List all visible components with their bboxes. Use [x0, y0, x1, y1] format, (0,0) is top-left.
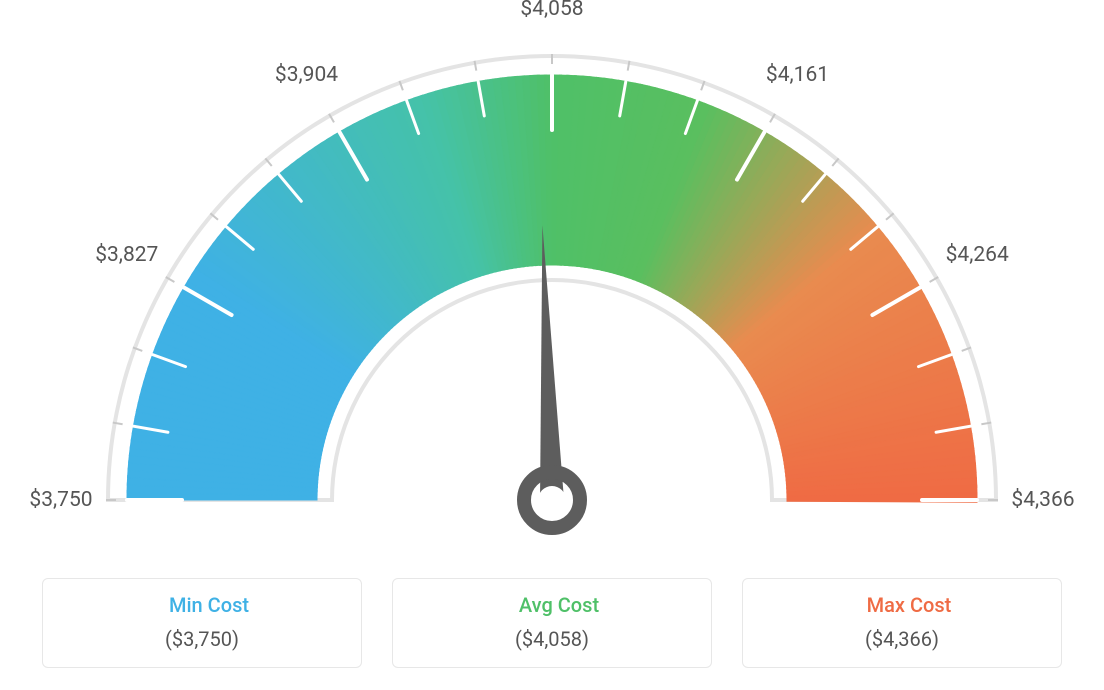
legend-row: Min Cost ($3,750) Avg Cost ($4,058) Max … [0, 578, 1104, 668]
legend-card-min: Min Cost ($3,750) [42, 578, 362, 668]
legend-title-text: Min Cost [169, 593, 249, 617]
gauge-chart: $3,750 $3,827 $3,904 $4,058 $4,161 $4,264 $4,3… [0, 0, 1104, 560]
dot-icon [853, 601, 861, 609]
gauge-tick-label: $3,827 [95, 243, 158, 267]
dot-icon [505, 601, 513, 609]
gauge-tick-label: $3,750 [29, 488, 92, 512]
gauge-tick-label: $4,264 [946, 243, 1009, 267]
legend-value-min: ($3,750) [53, 627, 351, 651]
legend-value-max: ($4,366) [753, 627, 1051, 651]
legend-title-avg: Avg Cost [403, 593, 701, 617]
legend-card-max: Max Cost ($4,366) [742, 578, 1062, 668]
legend-value-avg: ($4,058) [403, 627, 701, 651]
legend-title-min: Min Cost [53, 593, 351, 617]
gauge-tick-label: $3,904 [275, 63, 338, 87]
legend-card-avg: Avg Cost ($4,058) [392, 578, 712, 668]
gauge-tick-label: $4,366 [1011, 488, 1074, 512]
gauge-svg [0, 0, 1104, 560]
gauge-tick-label: $4,161 [766, 63, 829, 87]
gauge-tick-label: $4,058 [520, 0, 583, 21]
dot-icon [155, 601, 163, 609]
legend-title-text: Avg Cost [519, 593, 599, 617]
legend-title-max: Max Cost [753, 593, 1051, 617]
legend-title-text: Max Cost [867, 593, 952, 617]
